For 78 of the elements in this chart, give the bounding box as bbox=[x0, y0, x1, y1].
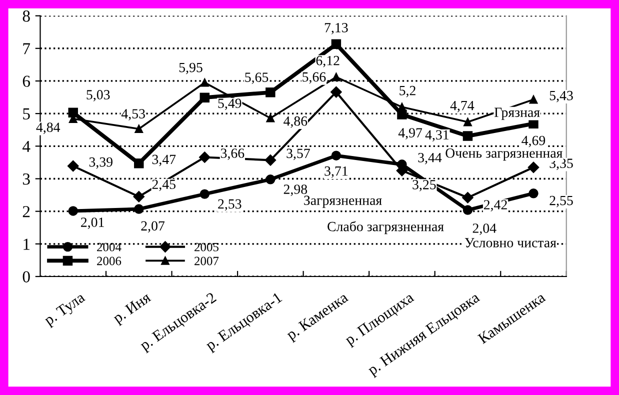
data-label: 5,43 bbox=[550, 90, 573, 102]
point bbox=[68, 108, 78, 118]
data-label: 5,49 bbox=[218, 98, 242, 110]
point bbox=[330, 86, 342, 98]
data-label: 5,65 bbox=[245, 72, 268, 84]
point bbox=[332, 72, 340, 82]
data-label: 2,42 bbox=[484, 200, 507, 212]
annotation: Грязная bbox=[494, 108, 540, 120]
point bbox=[266, 114, 275, 122]
data-label: 4,69 bbox=[522, 136, 546, 148]
point bbox=[462, 205, 473, 215]
data-label: 7,13 bbox=[324, 23, 348, 34]
point bbox=[199, 152, 210, 163]
point bbox=[266, 88, 276, 98]
data-label: 3,71 bbox=[324, 166, 348, 178]
x-tick-label: р. Тула bbox=[43, 292, 88, 328]
point bbox=[68, 206, 78, 216]
data-label: 3,57 bbox=[286, 148, 310, 160]
data-label: 2,04 bbox=[472, 224, 496, 235]
data-label: 3,39 bbox=[89, 157, 112, 169]
data-label: 2,98 bbox=[284, 184, 308, 196]
data-label: 3,66 bbox=[220, 148, 244, 160]
point bbox=[133, 191, 144, 202]
y-tick-label: 6 bbox=[22, 76, 30, 87]
data-label: 4,31 bbox=[425, 130, 448, 142]
data-label: 6,12 bbox=[316, 56, 340, 68]
point bbox=[134, 124, 144, 134]
data-label: 5,95 bbox=[179, 62, 202, 74]
data-label: 2,45 bbox=[152, 180, 176, 192]
point bbox=[266, 174, 276, 184]
legend-label: 2006 bbox=[97, 256, 122, 266]
y-tick-label: 5 bbox=[23, 108, 30, 120]
data-label: 3,44 bbox=[418, 152, 442, 164]
legend-label: 2005 bbox=[194, 242, 218, 252]
data-label: 4,97 bbox=[398, 128, 422, 140]
point bbox=[200, 78, 209, 87]
point bbox=[397, 110, 407, 120]
annotation: Условно чистая bbox=[464, 238, 556, 248]
y-tick-label: 8 bbox=[22, 10, 30, 22]
data-label: 3,25 bbox=[412, 180, 436, 192]
legend-label: 2004 bbox=[97, 242, 122, 252]
y-tick-label: 2 bbox=[22, 206, 30, 218]
point bbox=[68, 160, 79, 172]
point bbox=[331, 39, 342, 50]
point bbox=[464, 118, 472, 126]
data-label: 2,01 bbox=[81, 218, 104, 229]
point bbox=[134, 158, 144, 168]
data-label: 4,74 bbox=[450, 100, 474, 112]
data-label: 5,03 bbox=[86, 90, 110, 102]
data-label: 4,53 bbox=[121, 109, 145, 120]
y-tick-label: 0 bbox=[22, 271, 30, 282]
data-label: 5,2 bbox=[400, 86, 416, 98]
data-label: 2,53 bbox=[218, 199, 242, 211]
data-label: 2,55 bbox=[550, 196, 573, 208]
point bbox=[331, 150, 342, 160]
x-tick-label: р. Иня bbox=[112, 292, 154, 326]
point bbox=[264, 154, 276, 166]
data-label: 2,07 bbox=[141, 221, 165, 233]
point bbox=[528, 162, 540, 173]
point bbox=[462, 131, 473, 141]
y-tick-label: 7 bbox=[23, 43, 30, 54]
point bbox=[462, 192, 474, 204]
legend-label: 2007 bbox=[194, 256, 219, 266]
point bbox=[134, 204, 144, 214]
annotation: Загрязненная bbox=[304, 196, 382, 208]
point bbox=[200, 189, 210, 199]
data-label: 5,66 bbox=[302, 72, 326, 84]
y-tick-label: 4 bbox=[22, 140, 30, 152]
annotation: Слабо загрязненная bbox=[328, 221, 444, 234]
data-label: 3,47 bbox=[152, 154, 176, 166]
data-label: 4,86 bbox=[284, 116, 308, 128]
y-tick-label: 1 bbox=[24, 238, 30, 250]
data-label: 4,84 bbox=[36, 122, 60, 134]
point bbox=[200, 92, 210, 102]
y-tick-label: 3 bbox=[22, 173, 30, 185]
point bbox=[528, 188, 538, 198]
point bbox=[529, 95, 538, 104]
annotation: Очень загрязненная bbox=[446, 148, 562, 161]
